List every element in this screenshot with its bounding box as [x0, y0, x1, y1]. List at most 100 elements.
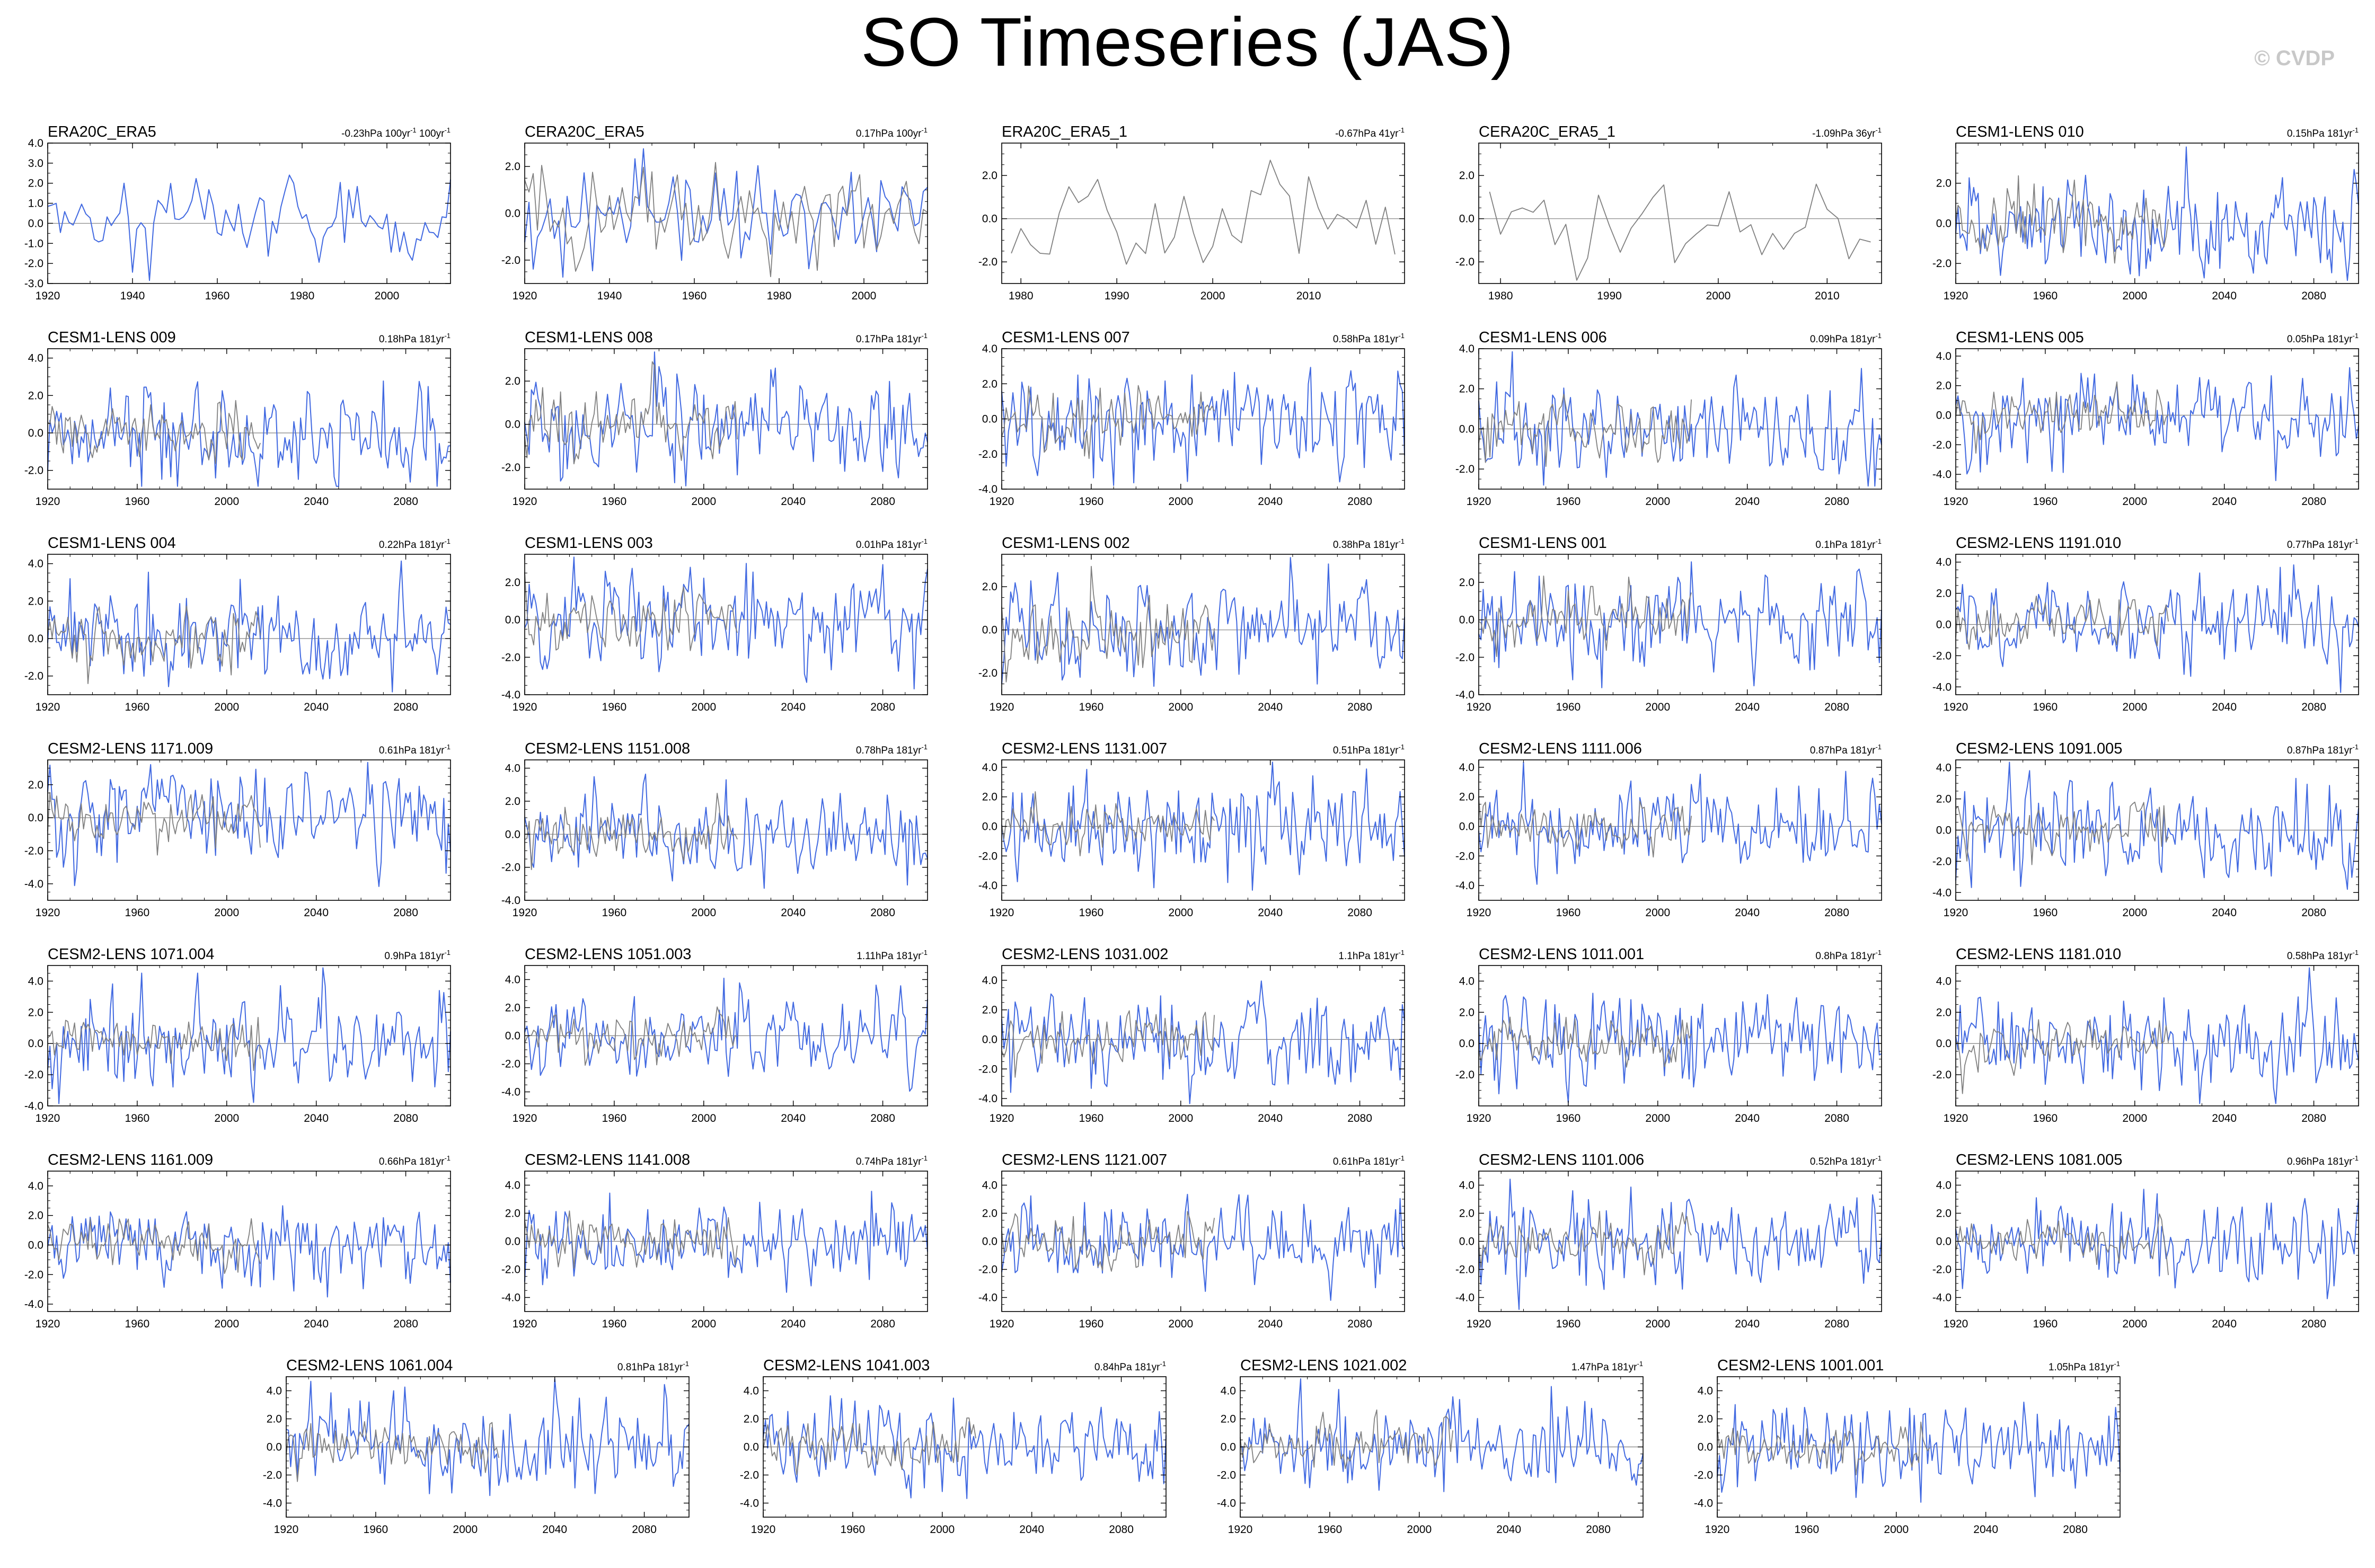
x-tick-label: 2080	[2301, 1318, 2326, 1330]
x-tick-label: 2040	[304, 1112, 329, 1124]
obs-series-line	[286, 1421, 499, 1482]
y-tick-label: 2.0	[28, 1006, 43, 1018]
y-tick-label: 0.0	[1459, 821, 1475, 833]
chart-panel: CESM2-LENS 1041.003 0.84hPa 181yr-1 -4.0 -2…	[740, 1357, 1167, 1536]
model-series-line	[1478, 561, 1882, 688]
x-tick-label: 2040	[1258, 1112, 1283, 1124]
x-tick-label: 2080	[1824, 907, 1849, 919]
trend-value: 1.47hPa 181yr	[1571, 1362, 1637, 1373]
y-tick-label: -2.0	[24, 258, 43, 270]
y-tick-label: -3.0	[24, 278, 43, 290]
y-tick-label: -2.0	[24, 670, 43, 683]
model-series-line	[524, 773, 928, 889]
x-tick-label: 1920	[36, 290, 60, 302]
x-tick-label: 2080	[1347, 1318, 1372, 1330]
x-tick-label: 1940	[120, 290, 145, 302]
obs-series-line	[1001, 385, 1215, 459]
y-tick-label: 2.0	[1936, 588, 1952, 600]
y-tick-label: 2.0	[1936, 178, 1952, 190]
x-tick-label: 1960	[2033, 1112, 2058, 1124]
trend-value: 0.84hPa 181yr	[1094, 1362, 1160, 1373]
x-tick-label: 1960	[125, 1318, 150, 1330]
x-tick-label: 1920	[1467, 1112, 1491, 1124]
trend-exponent-2: -1	[444, 126, 451, 134]
x-tick-label: 1960	[1079, 1112, 1104, 1124]
y-tick-label: 4.0	[505, 974, 520, 986]
y-tick-label: 4.0	[505, 763, 520, 775]
y-tick-label: 2.0	[982, 378, 997, 390]
x-tick-label: 2040	[2212, 290, 2237, 302]
x-tick-label: 1960	[2033, 907, 2058, 919]
obs-series-line	[524, 793, 738, 871]
trend-value: 0.22hPa 181yr	[379, 539, 445, 551]
trend-value: 0.96hPa 181yr	[2287, 1156, 2353, 1167]
model-series-line	[763, 1395, 1167, 1499]
x-tick-label: 2000	[691, 701, 716, 713]
panel-title: CESM2-LENS 1051.003	[525, 946, 691, 963]
y-tick-label: -2.0	[978, 256, 997, 268]
y-tick-label: -4.0	[263, 1498, 282, 1510]
y-tick-label: -4.0	[501, 689, 520, 701]
x-tick-label: 2040	[1258, 495, 1283, 508]
x-tick-label: 2080	[393, 701, 418, 713]
chart-panel: CESM1-LENS 004 0.22hPa 181yr-1 -2.0 0.0 2.0 4…	[24, 535, 451, 713]
x-tick-label: 2080	[1347, 495, 1372, 508]
x-tick-label: 2000	[1706, 290, 1731, 302]
x-tick-label: 2040	[2212, 1112, 2237, 1124]
trend-exponent: -1	[2352, 743, 2359, 751]
x-tick-label: 2000	[691, 1112, 716, 1124]
trend-exponent: -1	[1875, 1154, 1882, 1162]
trend-label: 0.15hPa 181yr-1	[2287, 126, 2359, 139]
chart-panel: CESM2-LENS 1051.003 1.11hPa 181yr-1 -4.0 -2…	[501, 946, 928, 1124]
trend-value: 0.15hPa 181yr	[2287, 128, 2353, 139]
y-tick-label: 2.0	[1936, 380, 1952, 392]
x-tick-label: 1980	[767, 290, 792, 302]
trend-value: 0.61hPa 181yr	[379, 745, 445, 756]
x-tick-label: 2080	[393, 907, 418, 919]
y-tick-label: 4.0	[28, 137, 43, 149]
obs-series-line	[47, 400, 261, 464]
x-tick-label: 2000	[691, 495, 716, 508]
x-tick-label: 2000	[1645, 1112, 1670, 1124]
y-tick-label: 0.0	[505, 828, 520, 840]
model-series-line	[1478, 351, 1882, 487]
y-tick-label: 2.0	[1936, 1006, 1952, 1018]
x-tick-label: 2000	[1168, 1112, 1193, 1124]
x-tick-label: 1960	[2033, 495, 2058, 508]
y-tick-label: -4.0	[978, 1292, 997, 1304]
x-tick-label: 1960	[1556, 907, 1581, 919]
x-tick-label: 1920	[990, 495, 1014, 508]
x-tick-label: 2080	[1824, 495, 1849, 508]
y-tick-label: 0.0	[1936, 217, 1952, 229]
x-tick-label: 2040	[2212, 1318, 2237, 1330]
trend-label: 0.1hPa 181yr-1	[1815, 537, 1882, 551]
y-tick-label: -4.0	[1932, 681, 1952, 693]
trend-label: 0.96hPa 181yr-1	[2287, 1154, 2359, 1167]
obs-series-line	[1955, 381, 2169, 454]
y-tick-label: -4.0	[501, 1086, 520, 1099]
y-tick-label: 0.0	[1936, 410, 1952, 422]
y-tick-label: 4.0	[28, 352, 43, 365]
chart-panel: CESM1-LENS 005 0.05hPa 181yr-1 -4.0 -2.0 0.0…	[1932, 329, 2359, 508]
y-tick-label: 4.0	[28, 558, 43, 570]
x-tick-label: 2040	[1258, 907, 1283, 919]
model-series-line	[524, 148, 928, 278]
model-series-line	[1001, 1193, 1405, 1301]
trend-value: 1.11hPa 181yr	[857, 951, 922, 962]
trend-value: 0.74hPa 181yr	[856, 1156, 922, 1167]
x-tick-label: 2080	[870, 907, 895, 919]
y-tick-label: -2.0	[1932, 1069, 1952, 1081]
x-tick-label: 1960	[125, 1112, 150, 1124]
obs-series-line	[1955, 596, 2169, 650]
y-tick-label: -2.0	[1694, 1469, 1713, 1482]
trend-label: 0.17hPa 181yr-1	[856, 332, 928, 345]
trend-exponent: -1	[444, 332, 451, 340]
trend-exponent: -1	[1398, 743, 1405, 751]
y-tick-label: 4.0	[1936, 350, 1952, 362]
x-tick-label: 1920	[513, 907, 537, 919]
y-tick-label: -2.0	[1932, 650, 1952, 662]
y-tick-label: 2.0	[1459, 1208, 1475, 1220]
trend-value: 0.81hPa 181yr	[617, 1362, 683, 1373]
chart-panel: CESM2-LENS 1071.004 0.9hPa 181yr-1 -4.0 -2.…	[24, 946, 451, 1124]
y-tick-label: 2.0	[1459, 170, 1475, 182]
